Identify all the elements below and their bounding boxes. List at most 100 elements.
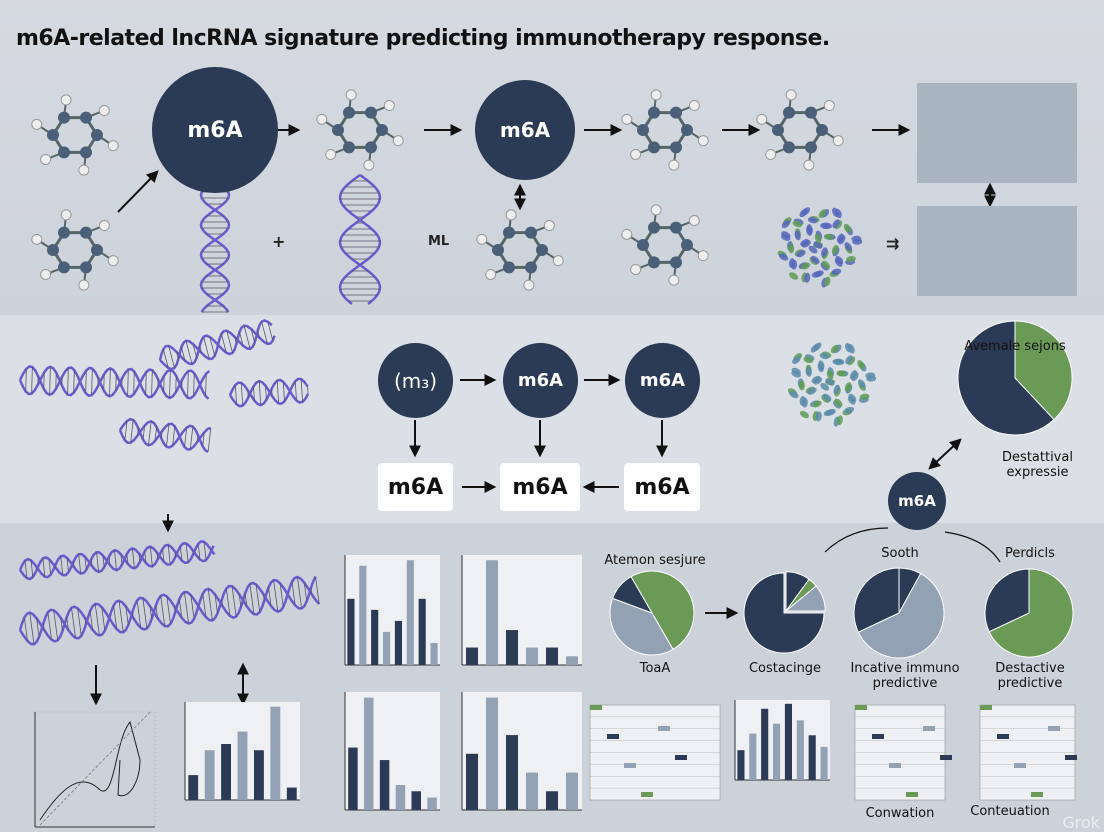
- bar-chart: [184, 702, 300, 801]
- base-pair: [66, 617, 69, 631]
- protein-segment: [799, 208, 808, 218]
- protein-segment: [820, 382, 830, 391]
- bar: [418, 598, 426, 665]
- protein-segment: [831, 245, 839, 255]
- base-pair: [197, 543, 201, 560]
- bar: [466, 753, 478, 810]
- atom: [343, 141, 355, 154]
- base-pair: [53, 610, 59, 641]
- atom: [332, 124, 344, 136]
- base-pair: [49, 366, 51, 395]
- base-pair: [160, 595, 166, 627]
- base-pair: [94, 603, 100, 636]
- base-pair: [297, 576, 303, 609]
- pie-slice: [630, 570, 695, 651]
- protein-segment: [814, 233, 822, 244]
- protein-segment: [831, 268, 842, 275]
- base-pair: [203, 541, 207, 561]
- pie-slice: [1014, 320, 1073, 421]
- pie-chart: [743, 571, 826, 654]
- pie-caption: Incative immuno predictive: [850, 661, 960, 691]
- data-mark: [1031, 792, 1043, 797]
- atom: [697, 135, 709, 147]
- protein-segment: [844, 242, 852, 252]
- dna-helix-icon: [338, 173, 382, 305]
- base-pair: [300, 379, 303, 402]
- data-mark: [923, 726, 935, 731]
- base-pair: [60, 556, 64, 576]
- data-mark: [997, 734, 1009, 739]
- bar: [796, 720, 804, 780]
- bar: [773, 723, 781, 780]
- dna-helix-icon: [18, 540, 216, 581]
- base-pair: [148, 421, 152, 446]
- bar: [348, 747, 358, 810]
- bar: [379, 760, 390, 810]
- atom: [503, 226, 515, 239]
- atom: [552, 255, 564, 267]
- base-pair: [244, 593, 248, 607]
- line-series: [39, 720, 141, 821]
- protein-segment: [799, 410, 809, 419]
- bar: [486, 560, 498, 665]
- protein-segment: [796, 250, 806, 258]
- atom: [816, 124, 828, 136]
- pie-chart: [853, 567, 945, 659]
- atom: [668, 159, 680, 171]
- protein-segment: [780, 234, 791, 241]
- protein-segment: [821, 260, 831, 269]
- pie-slice: [784, 585, 826, 612]
- base-pair: [25, 368, 27, 392]
- atom: [365, 106, 377, 119]
- base-pair: [192, 343, 198, 358]
- base-pair: [261, 321, 268, 344]
- pie-slice: [988, 568, 1074, 658]
- base-pair: [47, 612, 52, 640]
- base-pair: [173, 606, 176, 613]
- protein-segment: [820, 222, 831, 230]
- protein-segment: [807, 217, 818, 224]
- helix-strand: [18, 576, 317, 646]
- base-pair: [234, 336, 237, 345]
- m6a-box: m6A: [624, 463, 700, 511]
- atom: [107, 140, 119, 152]
- base-pair: [180, 546, 183, 561]
- base-pair: [30, 560, 34, 578]
- protein-segment: [810, 344, 819, 353]
- bar: [371, 609, 379, 665]
- atom: [80, 261, 92, 274]
- base-pair: [240, 382, 244, 406]
- protein-segment: [805, 366, 812, 377]
- bar: [808, 735, 816, 780]
- pie-title: Sooth: [881, 546, 919, 561]
- molecule-icon: [31, 94, 119, 176]
- base-pair: [91, 368, 93, 396]
- atom: [648, 256, 660, 269]
- dna-helix-icon: [199, 178, 231, 313]
- helix-strand: [118, 417, 212, 451]
- protein-segment: [834, 398, 843, 407]
- atom: [91, 129, 103, 141]
- atom: [668, 274, 680, 286]
- helix-strand: [18, 365, 210, 400]
- protein-segment: [851, 235, 862, 242]
- base-pair: [130, 419, 134, 443]
- base-pair: [109, 368, 111, 397]
- atom: [525, 261, 537, 274]
- protein-structure-icon: [787, 342, 877, 427]
- bar-chart: [344, 555, 440, 666]
- protein-segment: [865, 372, 876, 379]
- atom: [365, 141, 377, 154]
- protein-segment: [845, 255, 856, 263]
- atom: [697, 250, 709, 262]
- helix-strand: [158, 324, 276, 366]
- helix-strand: [199, 178, 231, 313]
- base-pair: [169, 369, 171, 398]
- atom: [630, 263, 642, 275]
- atom: [648, 141, 660, 154]
- data-mark: [1048, 726, 1060, 731]
- bar: [737, 750, 745, 780]
- protein-segment: [814, 270, 824, 277]
- bar: [506, 630, 518, 665]
- base-pair: [202, 593, 207, 618]
